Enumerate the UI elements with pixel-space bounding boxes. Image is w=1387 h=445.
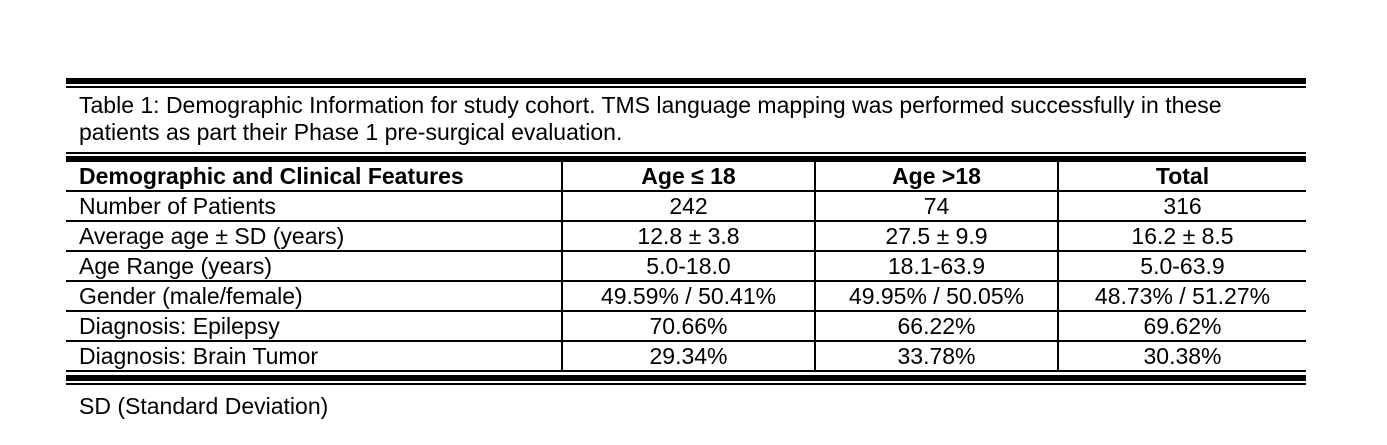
table-cell: 70.66% bbox=[561, 311, 815, 342]
table-row-diagnosis-epilepsy: Diagnosis: Epilepsy 70.66% 66.22% 69.62% bbox=[66, 311, 1306, 342]
table-cell: 49.95% / 50.05% bbox=[814, 281, 1058, 312]
table-top-border-thick bbox=[66, 156, 1306, 162]
row-feature-label: Gender (male/female) bbox=[66, 281, 562, 312]
row-feature-label: Average age ± SD (years) bbox=[66, 221, 562, 252]
column-header-age-gt-18: Age >18 bbox=[814, 162, 1058, 192]
table-cell: 66.22% bbox=[814, 311, 1058, 342]
column-header-features: Demographic and Clinical Features bbox=[66, 162, 562, 192]
table-cell: 16.2 ± 8.5 bbox=[1057, 221, 1306, 252]
caption-top-border bbox=[66, 78, 1306, 88]
table-cell: 30.38% bbox=[1057, 341, 1306, 372]
table-cell: 48.73% / 51.27% bbox=[1057, 281, 1306, 312]
table-bottom-border bbox=[66, 372, 1306, 385]
table-bottom-border-thin bbox=[66, 383, 1306, 385]
table-bottom-border-thick bbox=[66, 375, 1306, 381]
table-caption: Table 1: Demographic Information for stu… bbox=[79, 92, 1222, 145]
column-header-total: Total bbox=[1057, 162, 1306, 192]
table-block: Table 1: Demographic Information for stu… bbox=[66, 78, 1306, 420]
column-header-age-le-18: Age ≤ 18 bbox=[561, 162, 815, 192]
table-row-age-range: Age Range (years) 5.0-18.0 18.1-63.9 5.0… bbox=[66, 251, 1306, 282]
table-cell: 33.78% bbox=[814, 341, 1058, 372]
table-cell: 5.0-18.0 bbox=[561, 251, 815, 282]
table-cell: 49.59% / 50.41% bbox=[561, 281, 815, 312]
caption-top-border-thin bbox=[66, 86, 1306, 88]
table-cell: 74 bbox=[814, 191, 1058, 222]
table-top-border bbox=[66, 152, 1306, 162]
table-cell: 316 bbox=[1057, 191, 1306, 222]
table-row-diagnosis-brain-tumor: Diagnosis: Brain Tumor 29.34% 33.78% 30.… bbox=[66, 341, 1306, 372]
table-row-gender: Gender (male/female) 49.59% / 50.41% 49.… bbox=[66, 281, 1306, 312]
table-cell: 27.5 ± 9.9 bbox=[814, 221, 1058, 252]
table-row-average-age: Average age ± SD (years) 12.8 ± 3.8 27.5… bbox=[66, 221, 1306, 252]
table-top-border-thin bbox=[66, 152, 1306, 154]
demographics-table: Demographic and Clinical Features Age ≤ … bbox=[66, 162, 1306, 372]
table-cell: 18.1-63.9 bbox=[814, 251, 1058, 282]
table-cell: 12.8 ± 3.8 bbox=[561, 221, 815, 252]
table-cell: 29.34% bbox=[561, 341, 815, 372]
table-cell: 69.62% bbox=[1057, 311, 1306, 342]
table-row-number-of-patients: Number of Patients 242 74 316 bbox=[66, 191, 1306, 222]
caption-top-border-thick bbox=[66, 78, 1306, 84]
table-cell: 242 bbox=[561, 191, 815, 222]
row-feature-label: Number of Patients bbox=[66, 191, 562, 222]
header-row: Demographic and Clinical Features Age ≤ … bbox=[66, 162, 1306, 192]
row-feature-label: Diagnosis: Epilepsy bbox=[66, 311, 562, 342]
table-footnote: SD (Standard Deviation) bbox=[79, 393, 329, 419]
row-feature-label: Diagnosis: Brain Tumor bbox=[66, 341, 562, 372]
table-cell: 5.0-63.9 bbox=[1057, 251, 1306, 282]
row-feature-label: Age Range (years) bbox=[66, 251, 562, 282]
